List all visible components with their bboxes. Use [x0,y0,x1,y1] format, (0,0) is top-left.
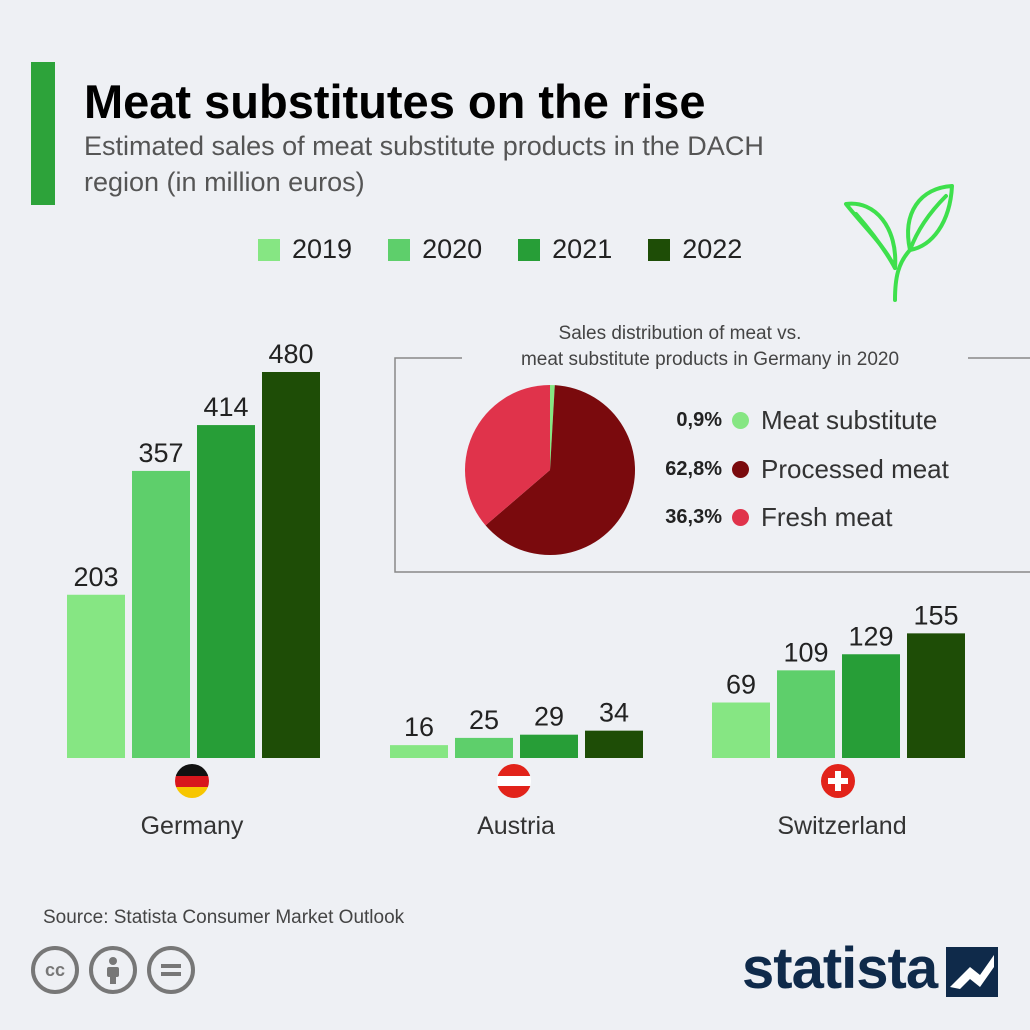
pie-legend-dot [732,509,749,526]
bar-switzerland-2019 [712,702,770,758]
pie-legend-item: 36,3% Fresh meat [640,502,893,533]
bar-austria-2020 [455,737,513,758]
pie-slice-meat-substitute [550,385,555,470]
inset-title-line-2: meat substitute products in Germany in 2… [465,346,955,373]
statista-logo-text: statista [742,936,938,1001]
bar-value-label: 25 [469,705,499,735]
page-title: Meat substitutes on the rise [84,75,706,128]
accent-bar [31,62,55,205]
pie-legend-item: 0,9% Meat substitute [640,405,937,436]
bar-value-label: 109 [783,637,828,667]
bar-value-label: 69 [726,670,756,700]
pie-legend-item: 62,8% Processed meat [640,454,949,485]
bar-germany-2019 [67,594,125,758]
pie-slice-name: Meat substitute [761,405,938,435]
bar-value-label: 29 [534,702,564,732]
bar-value-label: 203 [73,562,118,592]
pie-pct-label: 36,3% [665,506,722,528]
bar-switzerland-2022 [907,633,965,758]
bar-switzerland-2021 [842,654,900,758]
legend-swatch [648,238,671,261]
bar-germany-2022 [262,372,320,758]
country-label-germany: Germany [140,812,244,840]
pie-legend-dot [732,461,749,478]
bar-value-label: 480 [268,339,313,369]
austria-flag-icon [497,764,531,798]
legend-swatch [388,238,411,261]
legend-label: 2021 [552,234,613,264]
bar-value-label: 34 [599,698,629,728]
by-icon [89,946,137,994]
license-icons: cc [31,946,195,994]
bar-germany-2020 [132,470,190,758]
legend-label: 2020 [422,234,483,264]
legend: 2019 2020 2021 2022 [258,234,778,265]
leaf-icon [844,184,954,302]
pie-legend-dot [732,412,749,429]
bar-value-label: 155 [913,600,958,630]
bar-switzerland-2020 [777,670,835,758]
nd-icon [147,946,195,994]
legend-label: 2022 [682,234,743,264]
source-note: Source: Statista Consumer Market Outlook [43,907,405,928]
legend-swatch [518,238,541,261]
pie-pct-label: 0,9% [676,409,722,431]
cc-icon: cc [31,946,79,994]
country-label-switzerland: Switzerland [777,812,907,840]
country-label-austria: Austria [477,812,555,840]
legend-item-2022: 2022 [648,234,742,265]
inset-frame [394,357,1030,573]
statista-logo-icon [946,947,998,997]
legend-item-2020: 2020 [388,234,482,265]
bar-austria-2022 [585,730,643,758]
page-subtitle: Estimated sales of meat substitute produ… [84,131,764,197]
bar-value-label: 414 [203,392,248,422]
bar-austria-2019 [390,745,448,758]
inset-title-line-1: Sales distribution of meat vs. [558,323,802,344]
bar-value-label: 16 [404,712,434,742]
bar-value-label: 129 [848,621,893,651]
bar-value-label: 357 [138,438,183,468]
pie-slice-name: Fresh meat [761,502,893,532]
legend-item-2019: 2019 [258,234,352,265]
legend-item-2021: 2021 [518,234,612,265]
bar-austria-2021 [520,734,578,758]
pie-pct-label: 62,8% [665,458,722,480]
pie-slice-name: Processed meat [761,454,949,484]
bar-germany-2021 [197,425,255,758]
germany-flag-icon [175,764,209,798]
pie-slice-processed-meat [485,385,635,555]
legend-swatch [258,238,280,261]
pie-slice-fresh-meat [465,385,550,526]
switzerland-flag-icon [821,764,855,798]
legend-label: 2019 [292,234,353,264]
